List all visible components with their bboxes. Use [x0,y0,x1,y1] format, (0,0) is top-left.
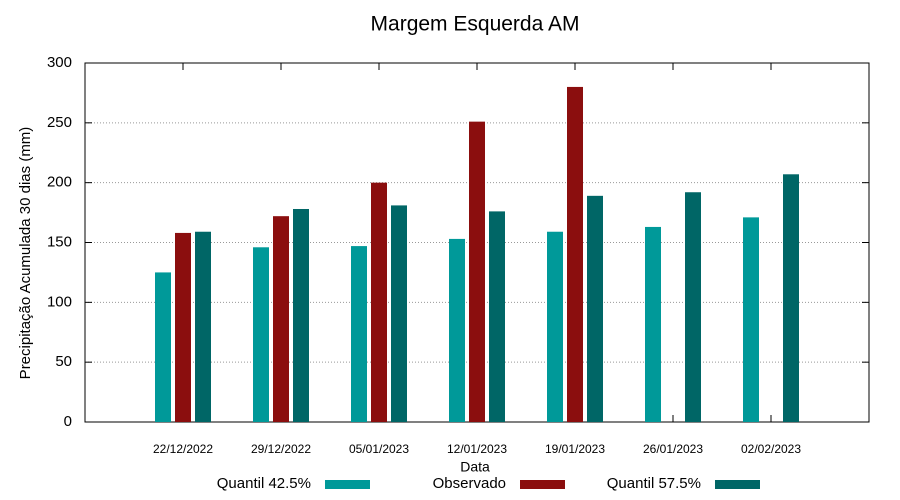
bar [449,238,465,422]
legend-label: Observado [433,475,506,492]
bar [685,192,701,422]
y-tick-label: 250 [47,114,72,131]
bar [351,246,367,422]
y-tick-label: 50 [55,353,72,370]
chart-title: Margem Esquerda AM [371,13,580,36]
x-tick-label: 02/02/2023 [741,442,801,456]
y-tick-label: 100 [47,293,72,310]
y-tick-label: 300 [47,54,72,71]
x-axis-label: Data [460,459,490,475]
legend-label: Quantil 57.5% [607,475,701,492]
x-tick-label: 26/01/2023 [643,442,703,456]
bar [391,205,407,422]
bar [645,226,661,422]
bar [489,211,505,422]
legend-swatch [520,480,565,489]
bar [155,272,171,422]
y-axis-label: Precipitação Acumulada 30 dias (mm) [17,127,34,380]
x-tick-label: 29/12/2022 [251,442,311,456]
x-tick-label: 05/01/2023 [349,442,409,456]
bar [587,195,603,422]
bar [371,182,387,422]
bar [547,231,563,422]
bar [567,86,583,422]
bar [293,208,309,422]
legend-label: Quantil 42.5% [217,475,311,492]
x-tick-label: 12/01/2023 [447,442,507,456]
y-tick-label: 0 [64,413,72,430]
bar [175,232,191,422]
bar [195,231,211,422]
bar [783,174,799,422]
legend-swatch [715,480,760,489]
y-tick-label: 150 [47,233,72,250]
x-tick-label: 19/01/2023 [545,442,605,456]
y-tick-label: 200 [47,174,72,191]
bar [253,247,269,422]
bar [273,216,289,422]
bar [743,217,759,422]
x-tick-label: 22/12/2022 [153,442,213,456]
legend-swatch [325,480,370,489]
bar [469,121,485,423]
